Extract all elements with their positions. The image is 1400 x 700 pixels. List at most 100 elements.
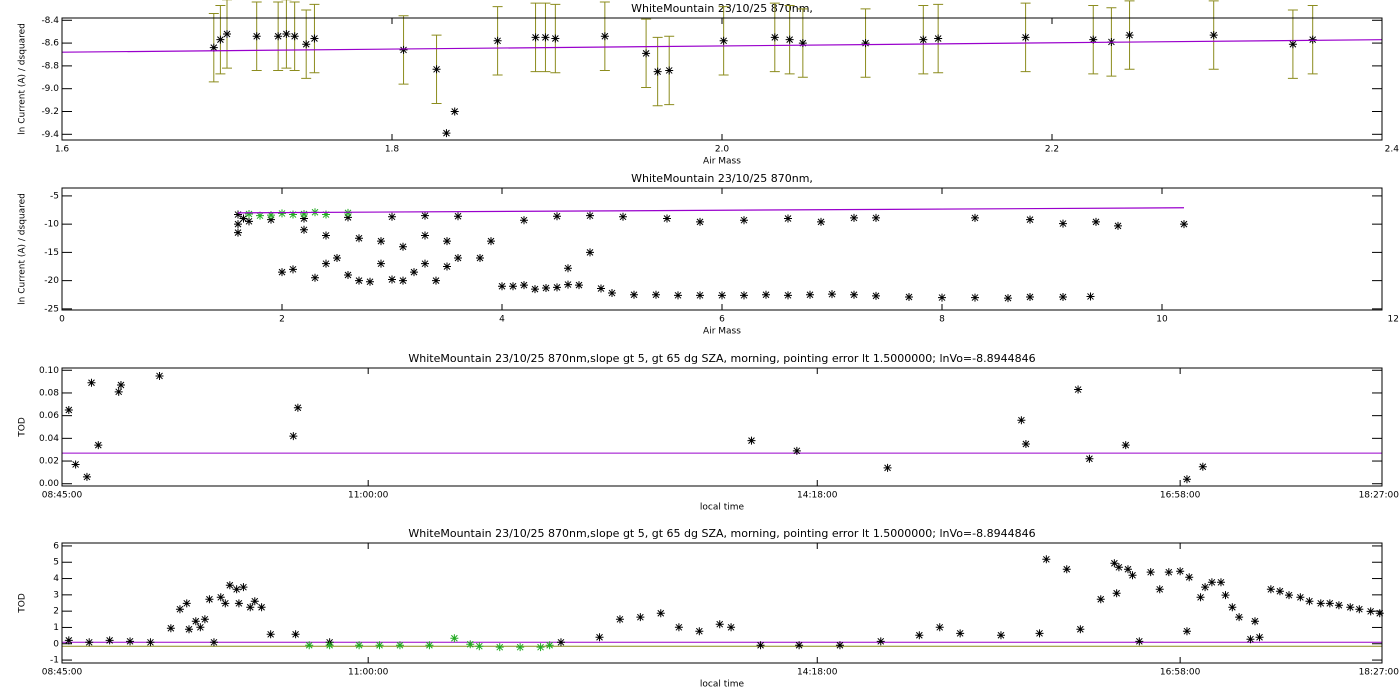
data-point [542,283,550,292]
data-point [252,32,261,41]
data-point [1035,629,1044,638]
data-point [971,213,979,222]
data-point [785,35,794,44]
data-point [1346,603,1355,612]
data-point [1125,31,1134,40]
data-point [509,282,517,291]
data-point [850,290,858,299]
data-point [1062,565,1071,574]
data-point [1366,607,1375,616]
data-point [1096,595,1105,604]
x-tick-label: 14:18:00 [797,491,838,501]
data-point [282,29,291,38]
x-tick-label: 1.6 [55,145,70,155]
x-tick-label: 11:00:00 [348,491,389,501]
data-point [223,29,231,38]
data-point [344,270,352,279]
data-point [126,637,135,646]
data-point [1123,565,1132,574]
data-point [747,436,756,445]
y-tick-label: 3 [53,590,59,600]
data-point [630,290,638,299]
data-point [322,210,330,219]
data-point [216,593,225,602]
data-point [861,39,870,48]
data-point [934,34,943,43]
y-tick-label: 0.02 [39,457,59,467]
data-point [595,633,604,642]
y-tick-label: -25 [44,304,59,314]
data-point [300,214,308,223]
data-point [454,212,462,221]
data-point [155,371,164,380]
data-point [450,634,459,643]
x-tick-label: 18:27:00 [1359,491,1400,501]
y-tick-label: 0.10 [39,366,59,376]
data-point [806,290,814,299]
data-point [719,36,728,45]
data-point [498,282,506,291]
data-point [883,463,892,472]
data-point [531,33,540,42]
data-point [608,289,616,298]
data-point [674,623,683,632]
data-point [293,403,302,412]
data-point [1182,627,1191,636]
y-axis-title: TOD [18,417,28,438]
x-tick-label: 2 [279,315,285,325]
data-point [695,627,704,636]
data-point [615,615,624,624]
data-point [399,45,408,54]
data-point [355,234,363,243]
x-tick-label: 2.0 [715,145,730,155]
data-point [87,378,96,387]
data-point [656,609,665,618]
data-point [1285,591,1294,600]
x-tick-label: 8 [939,315,945,325]
data-point [232,585,241,594]
data-point [454,254,462,263]
data-point [196,623,205,632]
data-point [146,638,155,647]
data-point [388,275,396,284]
data-point [1146,568,1155,577]
data-point [395,641,404,650]
data-point [245,209,253,218]
data-point [996,631,1005,640]
data-point [442,129,451,138]
data-point [377,259,385,268]
data-point [770,33,779,42]
data-point [1017,416,1026,425]
data-point [1198,462,1207,471]
x-tick-label: 0 [59,315,65,325]
data-point [1042,555,1051,564]
data-point [835,641,844,650]
data-point [274,32,283,41]
data-point [116,381,125,390]
data-point [432,65,441,74]
data-point [795,641,804,650]
data-point [1021,440,1030,449]
data-point [1076,625,1085,634]
data-point [443,237,451,246]
fit-line [237,207,1185,214]
x-axis-title: local time [700,503,745,513]
y-tick-label: 0.04 [39,434,59,444]
data-point [94,441,103,450]
data-point [1185,573,1194,582]
data-point [541,33,550,42]
data-point [250,597,259,606]
data-point [956,629,965,638]
y-tick-label: -9.0 [41,84,59,94]
y-tick-label: 0.00 [39,479,59,489]
y-tick-label: -9.2 [41,107,59,117]
data-point [256,211,264,220]
data-point [245,217,253,226]
data-point [425,641,434,650]
data-point [209,43,218,52]
data-point [1114,563,1123,572]
data-point [302,40,311,49]
data-point [938,293,946,302]
data-point [421,259,429,268]
